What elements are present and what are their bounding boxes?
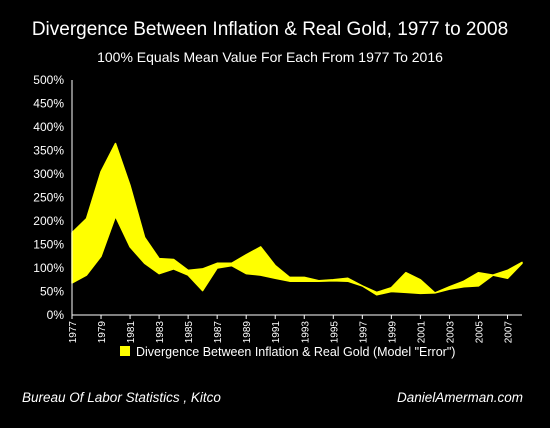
source-credit: Bureau Of Labor Statistics , Kitco [22,390,221,405]
y-tick-label: 500% [33,73,64,87]
x-tick-label: 1981 [126,321,137,344]
x-tick-label: 2007 [503,321,514,344]
x-axis-ticks: 1977 1979 1981 1983 1985 1987 1989 1991 1993 1995… [68,315,514,343]
x-tick-label: 1991 [271,321,282,344]
x-tick-label: 1993 [300,321,311,344]
x-tick-label: 1999 [387,321,398,344]
website-credit: DanielAmerman.com [397,390,523,405]
legend-swatch [120,346,130,356]
x-tick-label: 1983 [155,321,166,344]
x-tick-label: 1995 [329,321,340,344]
y-tick-label: 300% [33,167,64,181]
x-tick-label: 1985 [184,321,195,344]
x-tick-label: 1987 [213,321,224,344]
y-tick-label: 0% [47,308,65,322]
y-tick-label: 350% [33,144,64,158]
chart-title: Divergence Between Inflation & Real Gold… [32,19,508,40]
y-tick-label: 200% [33,214,64,228]
y-tick-label: 150% [33,238,64,252]
y-tick-label: 100% [33,261,64,275]
x-tick-label: 1989 [242,321,253,344]
y-tick-label: 50% [40,285,64,299]
legend: Divergence Between Inflation & Real Gold… [120,345,455,359]
x-tick-label: 2005 [474,321,485,344]
divergence-band [71,142,523,296]
y-tick-label: 450% [33,97,64,111]
y-tick-label: 400% [33,120,64,134]
x-tick-label: 1977 [68,321,79,344]
x-tick-label: 2003 [445,321,456,344]
legend-label: Divergence Between Inflation & Real Gold… [136,345,455,359]
chart-subtitle: 100% Equals Mean Value For Each From 197… [97,49,443,65]
x-tick-label: 1997 [358,321,369,344]
x-tick-label: 2001 [416,321,427,344]
y-axis-ticks: 0% 50% 100% 150% 200% 250% 300% 350% 400% 450% 500… [33,73,64,322]
y-tick-label: 250% [33,191,64,205]
x-tick-label: 1979 [97,321,108,344]
